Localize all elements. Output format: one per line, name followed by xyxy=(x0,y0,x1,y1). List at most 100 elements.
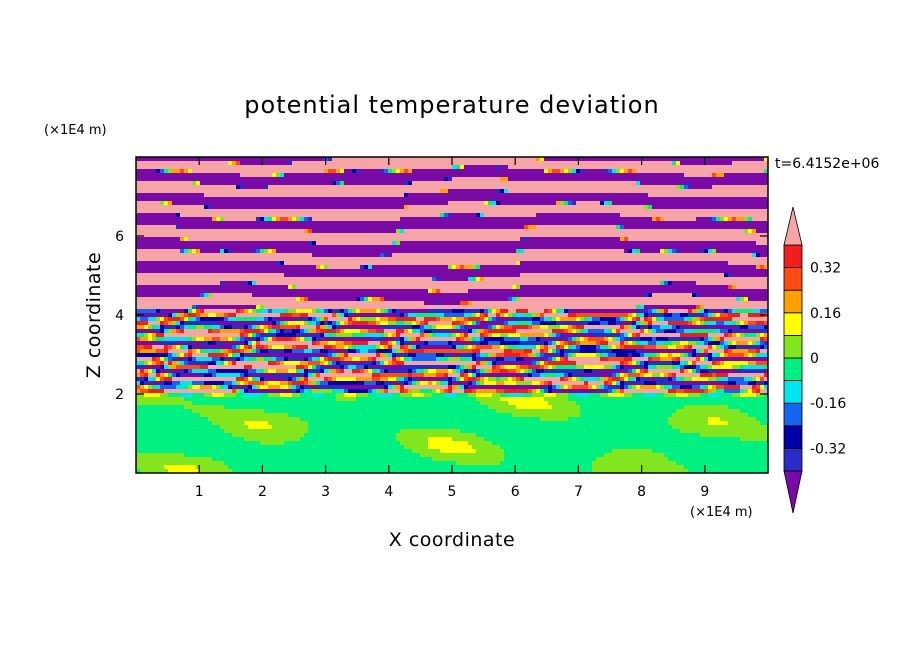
heatmap-cell xyxy=(496,249,501,254)
heatmap-cell xyxy=(416,197,421,202)
heatmap-cell xyxy=(156,241,161,246)
heatmap-cell xyxy=(420,185,425,190)
heatmap-cell xyxy=(396,281,401,286)
heatmap-cell xyxy=(428,277,433,282)
heatmap-cell xyxy=(404,193,409,198)
heatmap-cell xyxy=(764,217,768,222)
heatmap-cell xyxy=(512,177,517,182)
heatmap-cell xyxy=(344,245,349,250)
heatmap-cell xyxy=(480,237,485,242)
heatmap-cell xyxy=(472,273,477,278)
heatmap-cell xyxy=(748,205,753,210)
heatmap-cell xyxy=(540,177,545,182)
heatmap-cell xyxy=(456,189,461,194)
heatmap-cell xyxy=(148,161,153,166)
heatmap-cell xyxy=(608,233,613,238)
heatmap-cell xyxy=(380,213,385,218)
heatmap-cell xyxy=(512,165,517,170)
heatmap-cell xyxy=(460,173,465,178)
heatmap-cell xyxy=(556,185,561,190)
heatmap-cell xyxy=(760,245,765,250)
heatmap-cell xyxy=(252,241,257,246)
heatmap-cell xyxy=(232,173,237,178)
heatmap-cell xyxy=(640,169,645,174)
heatmap-cell xyxy=(328,277,333,282)
heatmap-cell xyxy=(236,209,241,214)
heatmap-cell xyxy=(264,269,269,274)
heatmap-cell xyxy=(656,201,661,206)
heatmap-cell xyxy=(440,197,445,202)
heatmap-cell xyxy=(516,185,521,190)
heatmap-cell xyxy=(664,277,669,282)
heatmap-cell xyxy=(312,229,317,234)
heatmap-cell xyxy=(496,201,501,206)
heatmap-cell xyxy=(400,213,405,218)
heatmap-cell xyxy=(596,277,601,282)
heatmap-cell xyxy=(380,265,385,270)
heatmap-cell xyxy=(468,193,473,198)
heatmap-cell xyxy=(708,269,713,274)
heatmap-cell xyxy=(704,213,709,218)
heatmap-cell xyxy=(144,225,149,230)
heatmap-cell xyxy=(176,245,181,250)
heatmap-cell xyxy=(352,177,357,182)
heatmap-cell xyxy=(652,221,657,226)
heatmap-cell xyxy=(364,221,369,226)
heatmap-cell xyxy=(720,165,725,170)
heatmap-cell xyxy=(504,169,509,174)
heatmap-cell xyxy=(240,181,245,186)
heatmap-cell xyxy=(644,181,649,186)
heatmap-cell xyxy=(648,177,653,182)
heatmap-cell xyxy=(512,237,517,242)
heatmap-cell xyxy=(368,241,373,246)
heatmap-cell xyxy=(456,181,461,186)
heatmap-cell xyxy=(748,261,753,266)
heatmap-cell xyxy=(656,257,661,262)
heatmap-cell xyxy=(384,241,389,246)
heatmap-cell xyxy=(372,273,377,278)
heatmap-cell xyxy=(536,161,541,166)
heatmap-cell xyxy=(444,181,449,186)
heatmap-cell xyxy=(188,269,193,274)
heatmap-cell xyxy=(648,265,653,270)
heatmap-cell xyxy=(304,213,309,218)
heatmap-cell xyxy=(704,169,709,174)
heatmap-cell xyxy=(204,245,209,250)
heatmap-cell xyxy=(220,269,225,274)
heatmap-cell xyxy=(352,281,357,286)
heatmap-cell xyxy=(276,157,281,162)
heatmap-cell xyxy=(728,161,733,166)
heatmap-cell xyxy=(568,273,573,278)
heatmap-cell xyxy=(168,185,173,190)
heatmap-cell xyxy=(284,213,289,218)
heatmap-cell xyxy=(608,193,613,198)
heatmap-cell xyxy=(264,241,269,246)
heatmap-cell xyxy=(164,237,169,242)
heatmap-cell xyxy=(664,177,669,182)
heatmap-cell xyxy=(720,177,725,182)
heatmap-cell xyxy=(572,221,577,226)
heatmap-cell xyxy=(716,229,721,234)
heatmap-cell xyxy=(300,217,305,222)
heatmap-cell xyxy=(616,197,621,202)
heatmap-cell xyxy=(492,197,497,202)
heatmap-cell xyxy=(220,177,225,182)
heatmap-cell xyxy=(376,193,381,198)
heatmap-cell xyxy=(760,165,765,170)
heatmap-cell xyxy=(280,217,285,222)
heatmap-cell xyxy=(720,213,725,218)
heatmap-cell xyxy=(440,213,445,218)
heatmap-cell xyxy=(648,189,653,194)
heatmap-cell xyxy=(188,277,193,282)
heatmap-cell xyxy=(688,161,693,166)
heatmap-cell xyxy=(404,209,409,214)
heatmap-cell xyxy=(308,221,313,226)
heatmap-cell xyxy=(296,193,301,198)
heatmap-cell xyxy=(452,185,457,190)
heatmap-cell xyxy=(416,201,421,206)
heatmap-cell xyxy=(140,245,145,250)
heatmap-cell xyxy=(596,169,601,174)
heatmap-cell xyxy=(304,233,309,238)
heatmap-cell xyxy=(512,185,517,190)
heatmap-cell xyxy=(372,281,377,286)
